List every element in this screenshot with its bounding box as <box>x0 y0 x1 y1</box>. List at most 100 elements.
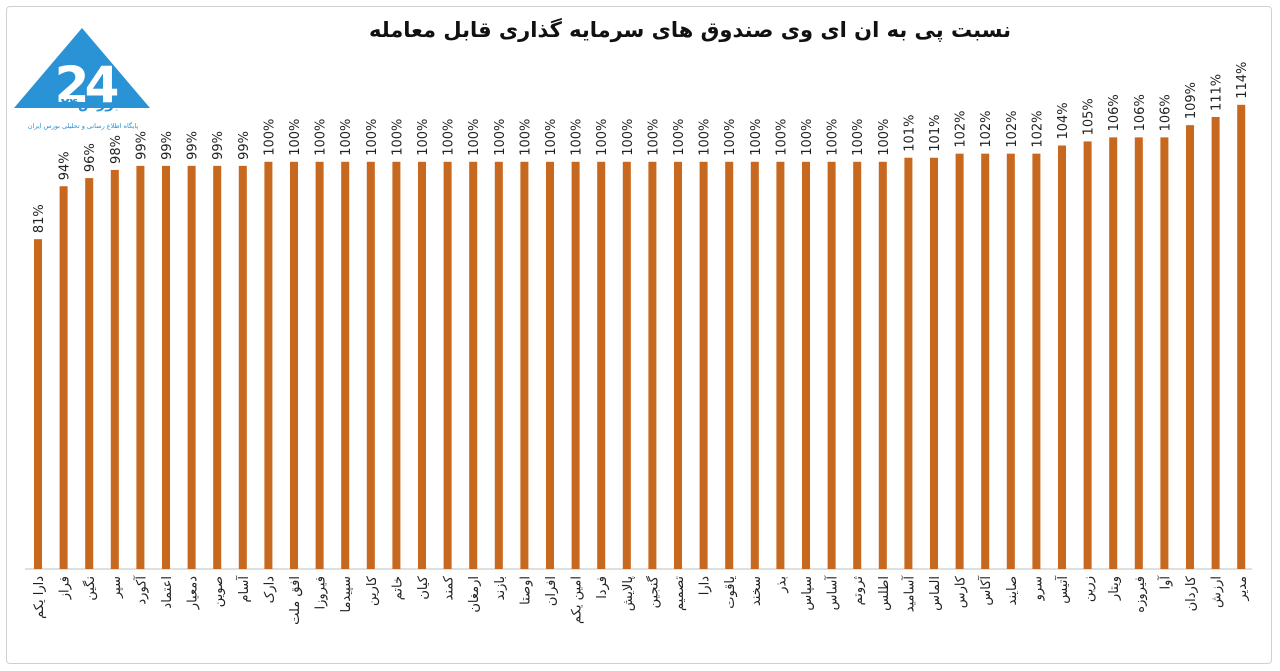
data-label: 99% <box>160 131 175 160</box>
chart-title: نسبت پی به ان ای وی صندوق های سرمایه گذا… <box>368 18 1012 42</box>
category-label: یاقوت <box>723 576 738 609</box>
category-label: کارین <box>365 575 380 606</box>
bar <box>878 161 887 570</box>
bar <box>1058 145 1066 569</box>
category-label: کمند <box>442 575 457 600</box>
category-label: فیروزا <box>314 576 329 609</box>
category-label: دارا یکم <box>32 576 47 619</box>
category-label: افران <box>544 576 559 606</box>
bar <box>750 161 759 570</box>
data-label: 100% <box>416 119 431 156</box>
data-label: 100% <box>851 119 866 156</box>
data-label: 99% <box>211 131 226 160</box>
data-label: 99% <box>237 131 252 160</box>
svg-text:2: 2 <box>55 56 90 114</box>
bar <box>1186 125 1194 569</box>
data-label: 101% <box>928 115 943 152</box>
bar <box>392 161 401 570</box>
category-label: گنجین <box>645 575 661 608</box>
category-label: ویتار <box>1107 576 1122 601</box>
category-label: کارس <box>954 575 969 608</box>
bar <box>315 161 324 570</box>
data-label: 100% <box>877 119 892 156</box>
data-label: 100% <box>390 119 405 156</box>
data-label: 100% <box>288 119 303 156</box>
category-label: زرین <box>1082 576 1097 602</box>
category-label: دارک <box>262 576 277 604</box>
category-label: ارزش <box>1210 576 1225 608</box>
category-label: آکاس <box>977 575 994 606</box>
bar <box>469 161 478 570</box>
bar <box>290 161 298 570</box>
category-label: صوین <box>211 576 226 607</box>
category-label: دارا <box>698 576 713 596</box>
bar <box>571 161 580 570</box>
data-label: 100% <box>365 119 380 156</box>
category-label: امین یکم <box>570 576 585 624</box>
data-label: 105% <box>1082 98 1097 135</box>
category-label: سپاس <box>800 576 815 611</box>
category-label: بذر <box>774 576 789 594</box>
bar <box>955 153 964 569</box>
data-label: 81% <box>32 204 47 233</box>
data-label: 106% <box>1107 94 1122 131</box>
data-label: 100% <box>570 119 585 156</box>
data-label: 100% <box>493 119 508 156</box>
bar <box>1109 137 1118 570</box>
category-label: آساس <box>824 575 841 611</box>
bar <box>648 161 657 570</box>
data-label: 100% <box>800 119 815 156</box>
bar <box>546 161 554 570</box>
data-label: 102% <box>1005 110 1020 147</box>
bar <box>674 161 682 570</box>
category-label: نگین <box>82 576 98 601</box>
data-label: 104% <box>1056 102 1071 139</box>
data-label: 100% <box>749 119 764 156</box>
bar <box>930 157 938 569</box>
data-label: 100% <box>774 119 789 156</box>
data-label: 102% <box>979 110 994 147</box>
data-label: 99% <box>186 131 201 160</box>
bar <box>1160 137 1169 570</box>
logo-triangle-icon: 2 4 <box>14 28 150 114</box>
bar <box>341 161 350 570</box>
logo-brand-text: بورس۲۴ <box>60 96 120 112</box>
category-label: آسام <box>235 575 252 603</box>
bar <box>622 161 631 570</box>
category-label: آتیس <box>1054 575 1071 604</box>
bar <box>904 157 913 569</box>
bar <box>1083 141 1092 569</box>
logo-tagline: پایگاه اطلاع رسانی و تحلیلی بورس ایران <box>27 122 139 130</box>
bar <box>264 161 273 570</box>
bar <box>59 186 68 569</box>
data-label: 106% <box>1158 94 1173 131</box>
bar <box>827 161 836 570</box>
category-label: آسامید <box>900 575 917 613</box>
bar <box>1211 117 1220 570</box>
data-label: 98% <box>109 135 124 164</box>
category-label: اطلس <box>877 576 892 611</box>
bar <box>418 161 426 570</box>
category-label: فراز <box>58 576 73 600</box>
data-label: 94% <box>58 151 73 180</box>
data-label: 114% <box>1235 62 1250 99</box>
data-label: 100% <box>826 119 841 156</box>
bar <box>1032 153 1041 569</box>
category-label: دمعیار <box>186 576 201 610</box>
bar <box>136 165 145 569</box>
logo: 2 4 <box>10 22 160 137</box>
data-label: 100% <box>595 119 610 156</box>
category-label: مدیر <box>1235 576 1250 602</box>
category-label: خاتم <box>390 576 405 600</box>
data-label: 102% <box>1030 110 1045 147</box>
data-label: 101% <box>902 115 917 152</box>
bar <box>85 178 94 569</box>
data-label: 100% <box>339 119 354 156</box>
bar <box>776 161 785 570</box>
category-label: تصمیم <box>672 576 687 611</box>
data-label: 106% <box>1133 94 1148 131</box>
category-label: اوصتا <box>518 576 533 605</box>
data-label: 100% <box>467 119 482 156</box>
category-label: صایند <box>1005 576 1020 605</box>
data-label: 100% <box>621 119 636 156</box>
